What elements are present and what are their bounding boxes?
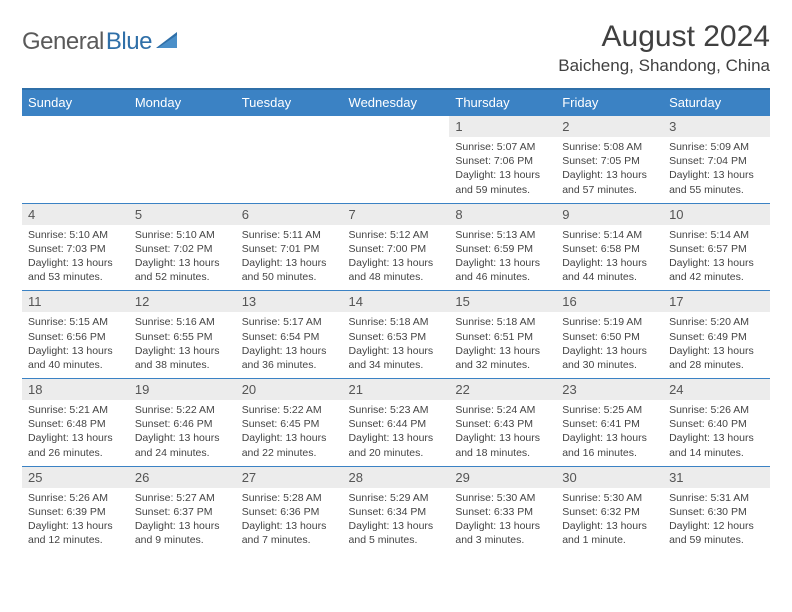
content-row: Sunrise: 5:10 AMSunset: 7:03 PMDaylight:… [22,225,770,291]
day-content-cell: Sunrise: 5:17 AMSunset: 6:54 PMDaylight:… [236,312,343,378]
weekday-header: Tuesday [236,89,343,116]
calendar-head: SundayMondayTuesdayWednesdayThursdayFrid… [22,89,770,116]
day-number-cell: 4 [22,203,129,225]
calendar-body: 123Sunrise: 5:07 AMSunset: 7:06 PMDaylig… [22,116,770,554]
weekday-header: Monday [129,89,236,116]
day-content-cell: Sunrise: 5:26 AMSunset: 6:39 PMDaylight:… [22,488,129,554]
day-number-cell: 24 [663,379,770,401]
day-number-cell: 14 [343,291,450,313]
weekday-header: Friday [556,89,663,116]
weekday-row: SundayMondayTuesdayWednesdayThursdayFrid… [22,89,770,116]
day-number-cell: 27 [236,466,343,488]
brand-part2: Blue [106,28,152,56]
day-number-cell: 30 [556,466,663,488]
day-content-cell: Sunrise: 5:29 AMSunset: 6:34 PMDaylight:… [343,488,450,554]
day-number-cell [343,116,450,138]
weekday-header: Saturday [663,89,770,116]
day-content-cell [22,137,129,203]
day-number-cell: 23 [556,379,663,401]
day-number-cell: 7 [343,203,450,225]
daynum-row: 11121314151617 [22,291,770,313]
brand-part1: General [22,28,104,56]
day-number-cell: 29 [449,466,556,488]
day-number-cell: 3 [663,116,770,138]
day-number-cell: 13 [236,291,343,313]
daynum-row: 45678910 [22,203,770,225]
day-content-cell: Sunrise: 5:19 AMSunset: 6:50 PMDaylight:… [556,312,663,378]
day-content-cell: Sunrise: 5:21 AMSunset: 6:48 PMDaylight:… [22,400,129,466]
day-content-cell: Sunrise: 5:18 AMSunset: 6:51 PMDaylight:… [449,312,556,378]
location: Baicheng, Shandong, China [558,56,770,76]
daynum-row: 25262728293031 [22,466,770,488]
weekday-header: Sunday [22,89,129,116]
day-number-cell: 11 [22,291,129,313]
day-content-cell: Sunrise: 5:08 AMSunset: 7:05 PMDaylight:… [556,137,663,203]
day-number-cell: 15 [449,291,556,313]
day-number-cell: 17 [663,291,770,313]
day-number-cell: 8 [449,203,556,225]
day-content-cell: Sunrise: 5:07 AMSunset: 7:06 PMDaylight:… [449,137,556,203]
day-content-cell [236,137,343,203]
day-number-cell [129,116,236,138]
brand-triangle-icon [156,31,178,54]
day-number-cell: 2 [556,116,663,138]
day-number-cell: 18 [22,379,129,401]
day-number-cell: 10 [663,203,770,225]
day-number-cell: 12 [129,291,236,313]
day-content-cell: Sunrise: 5:28 AMSunset: 6:36 PMDaylight:… [236,488,343,554]
day-content-cell: Sunrise: 5:30 AMSunset: 6:33 PMDaylight:… [449,488,556,554]
day-number-cell: 25 [22,466,129,488]
title-block: August 2024 Baicheng, Shandong, China [558,20,770,76]
day-number-cell: 22 [449,379,556,401]
content-row: Sunrise: 5:21 AMSunset: 6:48 PMDaylight:… [22,400,770,466]
day-number-cell: 5 [129,203,236,225]
day-number-cell: 21 [343,379,450,401]
daynum-row: 123 [22,116,770,138]
brand-logo: GeneralBlue [22,20,178,56]
weekday-header: Wednesday [343,89,450,116]
day-content-cell: Sunrise: 5:22 AMSunset: 6:46 PMDaylight:… [129,400,236,466]
day-content-cell [343,137,450,203]
day-content-cell: Sunrise: 5:31 AMSunset: 6:30 PMDaylight:… [663,488,770,554]
day-content-cell: Sunrise: 5:09 AMSunset: 7:04 PMDaylight:… [663,137,770,203]
day-number-cell: 20 [236,379,343,401]
day-content-cell: Sunrise: 5:25 AMSunset: 6:41 PMDaylight:… [556,400,663,466]
day-content-cell [129,137,236,203]
day-content-cell: Sunrise: 5:10 AMSunset: 7:02 PMDaylight:… [129,225,236,291]
day-content-cell: Sunrise: 5:20 AMSunset: 6:49 PMDaylight:… [663,312,770,378]
day-content-cell: Sunrise: 5:26 AMSunset: 6:40 PMDaylight:… [663,400,770,466]
day-number-cell: 19 [129,379,236,401]
month-title: August 2024 [558,20,770,54]
day-number-cell: 9 [556,203,663,225]
day-content-cell: Sunrise: 5:10 AMSunset: 7:03 PMDaylight:… [22,225,129,291]
content-row: Sunrise: 5:26 AMSunset: 6:39 PMDaylight:… [22,488,770,554]
day-content-cell: Sunrise: 5:16 AMSunset: 6:55 PMDaylight:… [129,312,236,378]
day-content-cell: Sunrise: 5:11 AMSunset: 7:01 PMDaylight:… [236,225,343,291]
day-number-cell: 28 [343,466,450,488]
day-number-cell [236,116,343,138]
day-content-cell: Sunrise: 5:12 AMSunset: 7:00 PMDaylight:… [343,225,450,291]
content-row: Sunrise: 5:15 AMSunset: 6:56 PMDaylight:… [22,312,770,378]
day-content-cell: Sunrise: 5:14 AMSunset: 6:57 PMDaylight:… [663,225,770,291]
day-number-cell [22,116,129,138]
day-number-cell: 26 [129,466,236,488]
day-number-cell: 16 [556,291,663,313]
day-content-cell: Sunrise: 5:23 AMSunset: 6:44 PMDaylight:… [343,400,450,466]
weekday-header: Thursday [449,89,556,116]
day-number-cell: 6 [236,203,343,225]
day-content-cell: Sunrise: 5:22 AMSunset: 6:45 PMDaylight:… [236,400,343,466]
header: GeneralBlue August 2024 Baicheng, Shando… [22,20,770,76]
day-content-cell: Sunrise: 5:27 AMSunset: 6:37 PMDaylight:… [129,488,236,554]
day-content-cell: Sunrise: 5:18 AMSunset: 6:53 PMDaylight:… [343,312,450,378]
day-content-cell: Sunrise: 5:30 AMSunset: 6:32 PMDaylight:… [556,488,663,554]
calendar-table: SundayMondayTuesdayWednesdayThursdayFrid… [22,88,770,553]
day-content-cell: Sunrise: 5:24 AMSunset: 6:43 PMDaylight:… [449,400,556,466]
daynum-row: 18192021222324 [22,379,770,401]
day-content-cell: Sunrise: 5:15 AMSunset: 6:56 PMDaylight:… [22,312,129,378]
day-number-cell: 1 [449,116,556,138]
day-number-cell: 31 [663,466,770,488]
content-row: Sunrise: 5:07 AMSunset: 7:06 PMDaylight:… [22,137,770,203]
day-content-cell: Sunrise: 5:14 AMSunset: 6:58 PMDaylight:… [556,225,663,291]
day-content-cell: Sunrise: 5:13 AMSunset: 6:59 PMDaylight:… [449,225,556,291]
